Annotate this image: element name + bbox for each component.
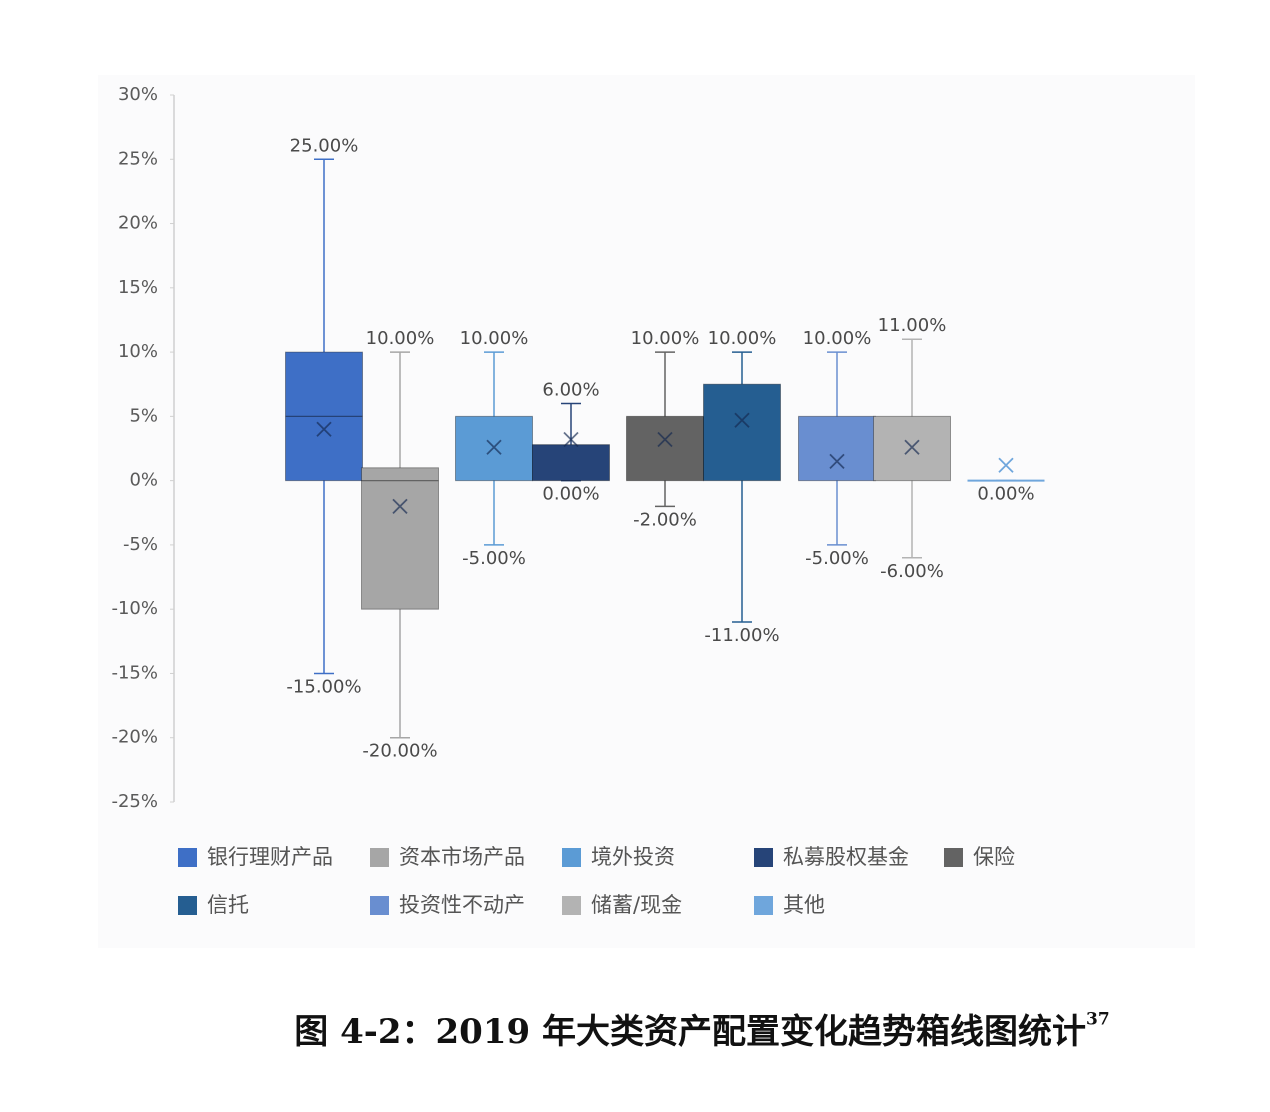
y-tick-label: -20% [111,727,158,748]
box [703,383,781,482]
mean-marker [392,498,408,514]
data-label: 10.00% [460,328,529,349]
legend-label: 信托 [207,893,249,917]
data-label: -5.00% [805,548,869,569]
box [798,415,876,482]
y-tick-label: 25% [118,148,158,169]
mean-marker [904,439,920,455]
footnote: 37 [1086,1010,1110,1030]
legend-label: 保险 [973,845,1015,869]
box [361,467,439,610]
data-label: 10.00% [708,328,777,349]
data-label: -20.00% [362,741,437,762]
box [873,415,951,482]
data-label: 0.00% [977,484,1034,505]
y-tick-label: 5% [129,405,158,426]
data-label: 10.00% [366,328,435,349]
data-label: -15.00% [286,676,361,697]
mean-marker [829,453,845,469]
box [285,351,363,482]
legend-swatch [370,896,389,915]
y-tick-label: 10% [118,341,158,362]
legend-swatch [178,896,197,915]
mean-marker [486,439,502,455]
mean-marker [563,431,579,448]
data-label: 0.00% [542,484,599,505]
legend-swatch [178,848,197,867]
box [626,415,704,482]
legend-swatch [370,848,389,867]
box [532,444,610,482]
legend-swatch [562,848,581,867]
y-tick-label: 15% [118,277,158,298]
data-label: 10.00% [631,328,700,349]
legend-label: 其他 [783,893,825,917]
y-tick-label: -5% [123,534,158,555]
mean-marker [316,421,332,437]
box [455,415,533,482]
y-tick-label: -15% [111,662,158,683]
data-label: 6.00% [542,380,599,401]
data-label: -2.00% [633,509,697,530]
legend-swatch [754,848,773,867]
data-label: -5.00% [462,548,526,569]
legend-label: 储蓄/现金 [591,893,682,917]
data-label: -6.00% [880,561,944,582]
legend-swatch [944,848,963,867]
y-tick-label: -25% [111,791,158,812]
legend-label: 投资性不动产 [399,893,525,917]
legend-label: 银行理财产品 [207,845,333,869]
data-label: 10.00% [803,328,872,349]
legend-label: 境外投资 [591,845,675,869]
mean-marker [998,457,1014,473]
legend-label: 私募股权基金 [783,845,909,869]
data-label: -11.00% [704,625,779,646]
legend-swatch [562,896,581,915]
y-tick-label: 0% [129,470,158,491]
legend-swatch [754,896,773,915]
plot-panel [98,75,1195,948]
caption: 图 4-2：2019 年大类资产配置变化趋势箱线图统计 [294,1012,1086,1052]
data-label: 25.00% [290,135,359,156]
y-tick-label: -10% [111,598,158,619]
legend-label: 资本市场产品 [399,845,525,869]
y-tick-label: 20% [118,213,158,234]
data-label: 11.00% [878,315,947,336]
y-tick-label: 30% [118,84,158,105]
mean-marker [657,431,673,448]
mean-marker [734,412,750,428]
